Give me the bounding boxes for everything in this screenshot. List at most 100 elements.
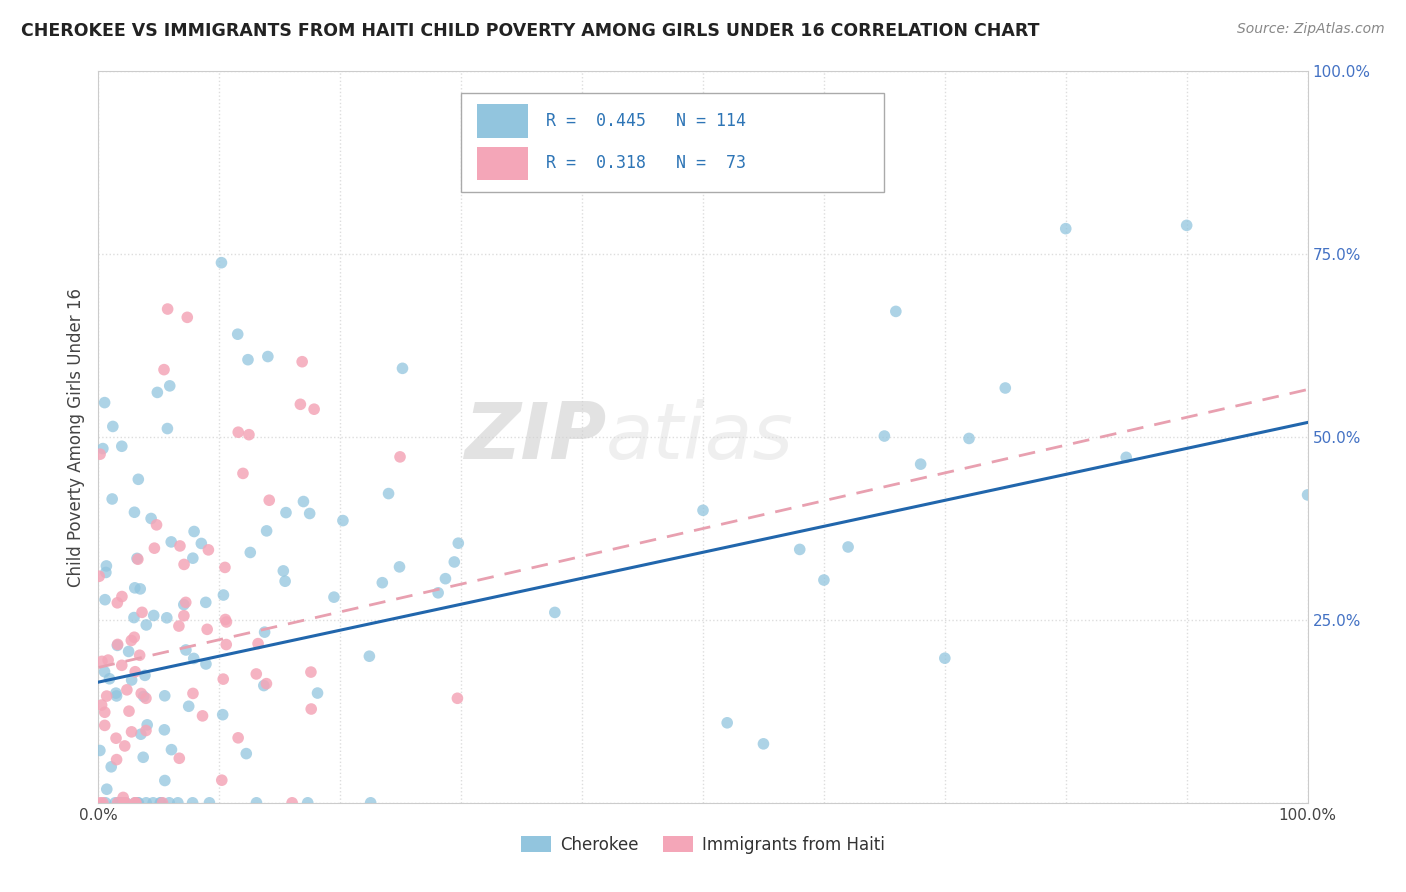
Point — [124, 796, 146, 810]
Point — [298, 507, 321, 521]
Point — [232, 467, 254, 481]
Point — [122, 610, 145, 624]
Point — [1296, 488, 1319, 502]
Point — [105, 639, 128, 653]
Point — [96, 558, 118, 573]
Point — [195, 623, 218, 637]
Point — [443, 555, 465, 569]
Point — [101, 491, 124, 506]
Point — [256, 676, 278, 690]
Legend: Cherokee, Immigrants from Haiti: Cherokee, Immigrants from Haiti — [515, 829, 891, 860]
Point — [107, 637, 129, 651]
Point — [160, 535, 183, 549]
Point — [297, 796, 319, 810]
Point — [127, 472, 149, 486]
Point — [226, 425, 249, 440]
Point — [235, 747, 257, 761]
Point — [153, 689, 176, 703]
Point — [183, 524, 205, 539]
Point — [166, 796, 188, 810]
Point — [97, 653, 120, 667]
Point — [934, 651, 956, 665]
Point — [105, 596, 128, 610]
Point — [112, 796, 135, 810]
FancyBboxPatch shape — [477, 104, 527, 137]
Point — [212, 672, 235, 686]
Point — [125, 551, 148, 566]
Point — [121, 724, 143, 739]
Point — [96, 689, 118, 703]
Point — [91, 442, 114, 456]
Point — [145, 517, 167, 532]
Point — [910, 457, 932, 471]
Point — [323, 590, 346, 604]
Point — [153, 362, 176, 376]
Point — [360, 796, 382, 810]
Point — [239, 545, 262, 559]
Point — [716, 715, 738, 730]
Point — [299, 665, 322, 679]
Point — [238, 427, 260, 442]
Point — [149, 796, 172, 810]
Point — [131, 605, 153, 619]
Point — [290, 397, 312, 411]
Point — [114, 739, 136, 753]
Point — [173, 598, 195, 612]
Point — [167, 619, 190, 633]
Point — [1054, 221, 1077, 235]
Point — [115, 682, 138, 697]
Point — [434, 572, 457, 586]
Point — [274, 506, 297, 520]
Point — [105, 753, 128, 767]
Point — [837, 540, 859, 554]
Point — [359, 649, 381, 664]
Point — [198, 796, 221, 810]
Point — [105, 731, 128, 746]
Point — [156, 611, 179, 625]
Point — [91, 654, 114, 668]
Point — [181, 796, 204, 810]
Y-axis label: Child Poverty Among Girls Under 16: Child Poverty Among Girls Under 16 — [66, 287, 84, 587]
Point — [94, 796, 117, 810]
Point — [142, 608, 165, 623]
Point — [214, 613, 236, 627]
Point — [132, 690, 155, 704]
Point — [211, 255, 233, 269]
Point — [388, 560, 411, 574]
Point — [132, 750, 155, 764]
Point — [135, 796, 157, 810]
Point — [446, 691, 468, 706]
Point — [91, 796, 114, 810]
Point — [122, 630, 145, 644]
Point — [107, 796, 129, 810]
Point — [194, 595, 217, 609]
Point — [134, 668, 156, 682]
Point — [89, 796, 111, 810]
Text: Source: ZipAtlas.com: Source: ZipAtlas.com — [1237, 22, 1385, 37]
Point — [994, 381, 1017, 395]
Point — [96, 782, 118, 797]
Point — [181, 686, 204, 700]
Point — [692, 503, 714, 517]
Point — [174, 595, 197, 609]
Point — [257, 493, 280, 508]
Point — [124, 581, 146, 595]
Point — [112, 790, 135, 805]
Point — [307, 686, 329, 700]
Point — [156, 301, 179, 316]
Point — [215, 615, 238, 629]
Point — [884, 304, 907, 318]
Point — [191, 709, 214, 723]
Point — [245, 796, 267, 810]
Point — [94, 566, 117, 580]
Point — [127, 796, 149, 810]
Point — [377, 486, 399, 500]
Point — [142, 796, 165, 810]
Point — [129, 686, 152, 700]
Point — [125, 796, 148, 810]
Point — [111, 439, 134, 453]
Point — [111, 658, 134, 673]
Point — [813, 573, 835, 587]
Point — [257, 350, 280, 364]
Point — [173, 608, 195, 623]
